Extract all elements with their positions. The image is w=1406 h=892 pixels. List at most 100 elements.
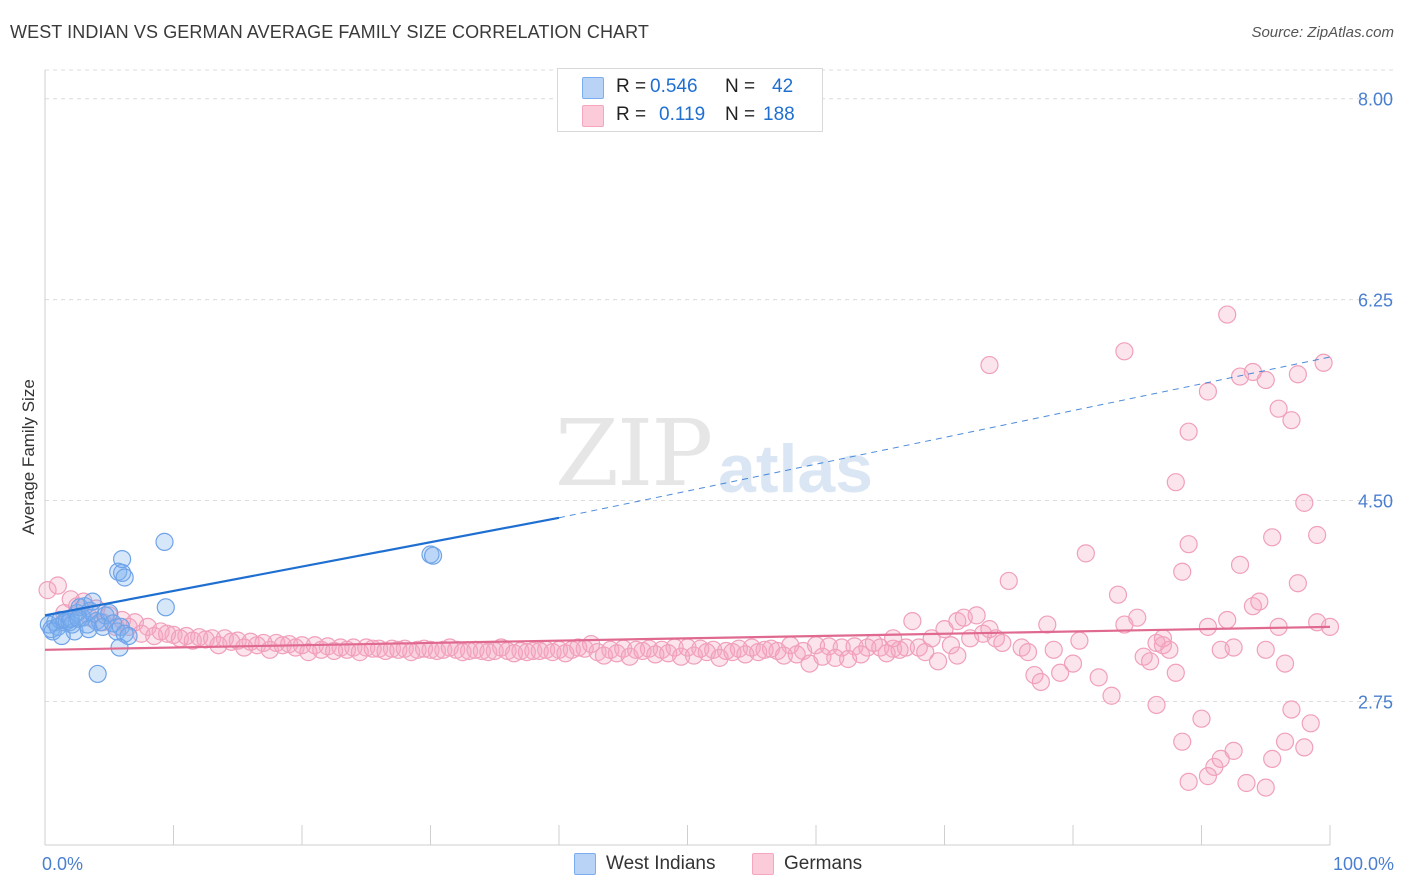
german-point xyxy=(1051,663,1070,682)
german-point xyxy=(504,644,524,663)
german-point xyxy=(980,620,999,639)
german-point xyxy=(1198,767,1218,786)
german-point xyxy=(1218,305,1237,324)
bottom-legend-label: West Indians xyxy=(606,853,716,874)
german-point xyxy=(1179,535,1198,554)
german-point xyxy=(851,645,871,664)
german-point xyxy=(325,641,344,661)
watermark-atlas: atlas xyxy=(718,431,873,507)
legend-row-west-indians: R = 0.546 N = 42 xyxy=(558,73,822,101)
german-point xyxy=(48,576,67,595)
west-indian-trend-extension xyxy=(558,356,1331,519)
german-point xyxy=(813,647,832,666)
german-point xyxy=(1256,370,1275,390)
west-indian-point xyxy=(79,620,98,639)
german-point xyxy=(228,631,247,650)
german-point xyxy=(517,643,536,662)
german-point xyxy=(787,645,806,664)
legend-n-value: 42 xyxy=(772,76,794,97)
german-point xyxy=(183,631,202,650)
german-point xyxy=(1070,631,1089,650)
german-point xyxy=(1198,617,1218,636)
german-point xyxy=(1031,672,1050,692)
legend: R = 0.546 N = 42 R = 0.119 N = 188 xyxy=(557,68,823,132)
german-point xyxy=(1218,610,1237,630)
west-indian-point xyxy=(52,626,71,646)
german-point xyxy=(524,641,543,661)
chart-title: WEST INDIAN VS GERMAN AVERAGE FAMILY SIZ… xyxy=(10,22,650,42)
german-point xyxy=(1275,654,1295,673)
y-tick-labels: 2.75 4.50 6.25 8.00 xyxy=(1358,90,1393,713)
german-point xyxy=(1269,399,1288,418)
west-indian-point xyxy=(112,550,132,569)
west-indian-point xyxy=(155,532,174,551)
german-point xyxy=(1224,741,1243,760)
german-point xyxy=(999,571,1018,591)
german-point xyxy=(1301,714,1320,733)
german-point xyxy=(1179,422,1198,441)
german-point xyxy=(1243,597,1263,616)
west-indian-trend-line xyxy=(44,516,560,617)
legend-swatch-germans xyxy=(582,105,604,127)
legend-r-value: 0.546 xyxy=(650,76,698,97)
german-point xyxy=(1166,473,1185,492)
german-point xyxy=(1153,629,1173,648)
german-point xyxy=(826,648,845,667)
german-points xyxy=(38,305,1340,797)
german-point xyxy=(1211,749,1230,768)
german-point xyxy=(1147,695,1166,715)
german-point xyxy=(1140,652,1160,671)
west-indian-point xyxy=(88,664,107,684)
legend-n-label: N = xyxy=(725,104,756,125)
german-point xyxy=(986,629,1006,648)
german-point xyxy=(1012,638,1031,657)
german-point xyxy=(1224,638,1243,657)
german-point xyxy=(530,641,549,661)
german-point xyxy=(421,640,440,659)
bottom-legend-swatch-west-indians xyxy=(574,853,596,875)
german-point xyxy=(993,633,1012,653)
german-point xyxy=(1288,574,1307,593)
german-point xyxy=(1256,778,1275,797)
german-point xyxy=(1076,544,1095,563)
german-point xyxy=(1134,647,1153,666)
german-point xyxy=(1308,525,1327,545)
y-tick-label: 6.25 xyxy=(1358,291,1393,311)
german-point xyxy=(774,646,793,665)
german-point xyxy=(1263,749,1282,768)
german-point xyxy=(883,629,903,648)
german-point xyxy=(646,645,665,664)
german-point xyxy=(858,638,877,657)
german-point xyxy=(941,636,961,655)
y-axis-label: Average Family Size xyxy=(19,379,38,535)
german-point xyxy=(38,581,57,600)
german-point xyxy=(903,612,922,631)
german-point xyxy=(1108,585,1128,604)
axes xyxy=(44,70,1331,846)
german-point xyxy=(1295,738,1314,757)
west-indian-point xyxy=(115,568,134,587)
german-point xyxy=(1173,732,1192,751)
chart-source: Source: ZipAtlas.com xyxy=(1251,24,1394,41)
german-point xyxy=(980,355,999,375)
west-indian-points xyxy=(39,532,443,684)
german-point xyxy=(1256,640,1275,659)
legend-r-value: 0.119 xyxy=(659,104,706,125)
german-point xyxy=(948,646,967,665)
german-point xyxy=(967,606,986,625)
west-indian-point xyxy=(43,622,62,641)
german-point xyxy=(819,637,838,656)
german-point xyxy=(1102,686,1121,705)
x-tick-labels: 0.0% 100.0% xyxy=(42,854,1394,874)
legend-r-label: R = xyxy=(616,76,647,97)
y-tick-label: 2.75 xyxy=(1358,692,1393,712)
german-point xyxy=(1198,382,1218,401)
german-point xyxy=(1063,654,1083,673)
legend-n-label: N = xyxy=(725,76,756,97)
grid-lines xyxy=(45,69,1393,702)
german-point xyxy=(543,643,562,662)
german-point xyxy=(1282,700,1301,719)
german-point xyxy=(1153,636,1173,655)
y-tick-label: 4.50 xyxy=(1358,492,1393,512)
german-point xyxy=(1018,643,1038,662)
